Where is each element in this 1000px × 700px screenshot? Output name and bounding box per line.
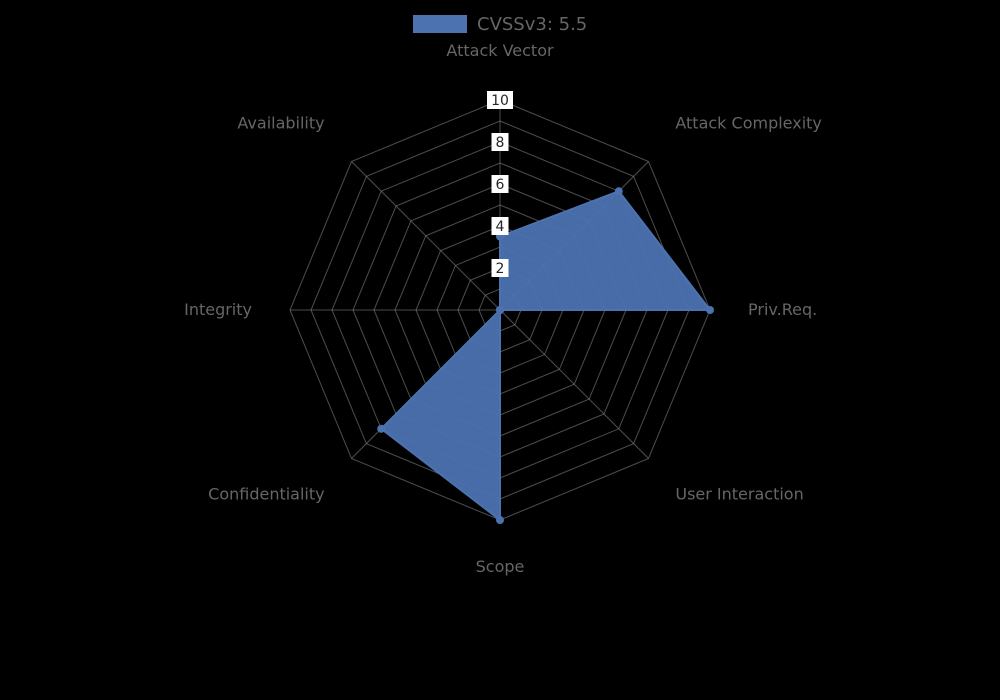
legend-label: CVSSv3: 5.5: [477, 14, 587, 35]
axis-label: Confidentiality: [208, 484, 324, 503]
axis-label: Attack Complexity: [675, 114, 822, 133]
tick-label: 4: [496, 219, 505, 235]
axis-label: User Interaction: [675, 484, 803, 503]
tick-label: 2: [496, 261, 505, 277]
series-marker: [377, 425, 385, 433]
tick-label: 8: [496, 135, 505, 151]
axis-label: Scope: [476, 557, 525, 576]
series-marker: [496, 306, 504, 314]
series-marker: [496, 516, 504, 524]
axis-label: Priv.Req.: [748, 300, 817, 319]
axis-label: Attack Vector: [446, 41, 554, 60]
series-marker: [706, 306, 714, 314]
tick-label: 6: [496, 177, 505, 193]
legend-swatch: [413, 15, 467, 33]
tick-label: 10: [491, 93, 509, 109]
axis-label: Integrity: [184, 300, 252, 319]
series-marker: [615, 187, 623, 195]
radar-svg: 2 4 6 8 10 Attack Vector Attack Complexity Priv…: [0, 0, 1000, 700]
radar-chart: 2 4 6 8 10 Attack Vector Attack Complexity Priv…: [0, 0, 1000, 700]
axis-label: Availability: [237, 114, 324, 133]
